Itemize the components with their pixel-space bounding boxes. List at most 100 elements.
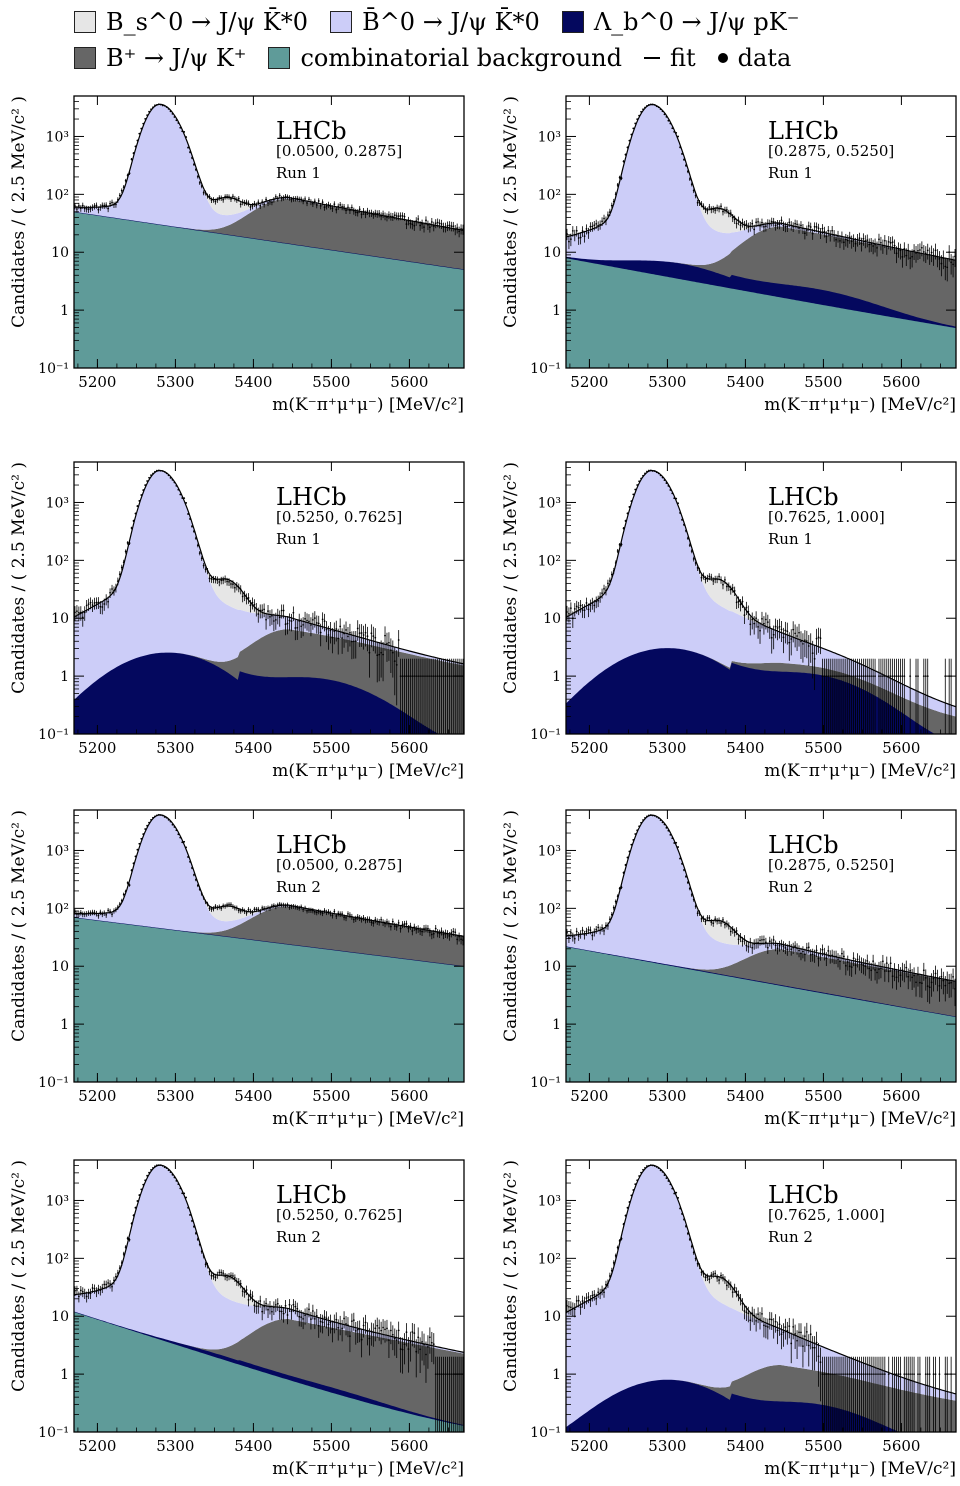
data-point bbox=[134, 145, 137, 148]
data-point bbox=[677, 135, 680, 138]
data-point bbox=[232, 905, 234, 908]
data-point bbox=[809, 953, 812, 956]
x-axis-label: m(K⁻π⁺μ⁺μ⁻) [MeV/c²] bbox=[272, 1459, 464, 1479]
data-point bbox=[702, 574, 705, 577]
data-point bbox=[614, 1255, 617, 1257]
data-point bbox=[675, 1191, 678, 1194]
data-point bbox=[856, 675, 859, 678]
data-point bbox=[685, 529, 687, 532]
data-point bbox=[296, 906, 299, 909]
data-point bbox=[83, 913, 86, 916]
legend: B_s^0 → J/ψ K̄*0 B̄^0 → J/ψ K̄*0 Λ_b^0 → J… bbox=[0, 0, 960, 84]
data-point bbox=[142, 833, 145, 835]
run-label: Run 1 bbox=[768, 164, 813, 182]
data-point bbox=[202, 896, 205, 899]
data-point bbox=[741, 221, 744, 224]
data-point bbox=[651, 1164, 654, 1167]
data-point bbox=[858, 961, 861, 963]
data-point bbox=[823, 230, 826, 233]
run-label: Run 2 bbox=[768, 1228, 813, 1246]
data-point bbox=[679, 1207, 681, 1210]
data-point bbox=[587, 1296, 590, 1298]
data-point bbox=[354, 917, 357, 920]
data-point bbox=[881, 244, 884, 247]
data-point bbox=[175, 484, 178, 487]
data-point bbox=[128, 1238, 131, 1241]
data-point bbox=[603, 587, 605, 590]
data-point bbox=[294, 627, 297, 629]
data-point bbox=[889, 241, 892, 244]
data-point bbox=[214, 578, 217, 581]
data-point bbox=[128, 884, 131, 886]
data-point bbox=[671, 492, 674, 495]
data-point bbox=[157, 813, 160, 816]
data-point bbox=[191, 525, 193, 528]
data-point bbox=[157, 1164, 160, 1167]
data-point bbox=[200, 185, 203, 187]
data-point bbox=[612, 1262, 615, 1264]
data-point bbox=[296, 1307, 299, 1310]
experiment-label: LHCb bbox=[276, 117, 347, 145]
data-point bbox=[438, 1373, 441, 1376]
data-point bbox=[224, 577, 227, 580]
data-point bbox=[642, 108, 644, 111]
data-point bbox=[378, 653, 381, 656]
y-tick-label: 1 bbox=[60, 669, 69, 685]
data-point bbox=[665, 482, 668, 484]
data-point bbox=[103, 1283, 106, 1286]
data-point bbox=[403, 215, 406, 218]
data-point bbox=[659, 819, 662, 822]
data-point bbox=[698, 1265, 701, 1267]
combinatorial-area bbox=[566, 946, 956, 1082]
data-point bbox=[876, 246, 878, 249]
data-point bbox=[708, 575, 711, 578]
data-point bbox=[167, 1169, 170, 1172]
data-point bbox=[85, 912, 88, 915]
data-point bbox=[193, 163, 195, 166]
data-point bbox=[138, 132, 141, 135]
data-point bbox=[222, 1272, 225, 1275]
data-point bbox=[148, 110, 150, 113]
data-point bbox=[356, 211, 359, 214]
data-point bbox=[757, 625, 759, 628]
data-point bbox=[842, 241, 845, 244]
data-point bbox=[821, 1373, 824, 1376]
data-point bbox=[663, 113, 666, 116]
data-point bbox=[111, 588, 113, 590]
data-point bbox=[950, 261, 953, 264]
data-point bbox=[436, 221, 439, 224]
data-point bbox=[644, 817, 646, 819]
data-point bbox=[393, 214, 396, 217]
data-point bbox=[813, 225, 816, 228]
data-point bbox=[870, 243, 873, 245]
data-point bbox=[161, 470, 164, 472]
data-point bbox=[817, 1355, 820, 1358]
data-point bbox=[790, 948, 793, 951]
data-point bbox=[608, 580, 611, 582]
data-point bbox=[138, 1194, 141, 1196]
data-point bbox=[109, 202, 111, 205]
data-point bbox=[887, 675, 890, 678]
data-point bbox=[644, 472, 646, 475]
data-point bbox=[228, 903, 230, 906]
data-point bbox=[118, 573, 121, 576]
data-point bbox=[230, 198, 232, 200]
data-point bbox=[386, 642, 388, 645]
data-point bbox=[944, 984, 947, 987]
data-point bbox=[333, 1321, 336, 1324]
data-point bbox=[321, 1321, 324, 1324]
data-point bbox=[679, 857, 681, 860]
data-point bbox=[811, 652, 814, 655]
y-tick-label: 10² bbox=[538, 187, 561, 203]
data-point bbox=[597, 1291, 600, 1294]
experiment-label: LHCb bbox=[276, 1181, 347, 1209]
data-point bbox=[946, 979, 949, 982]
data-point bbox=[440, 1373, 443, 1376]
data-point bbox=[157, 469, 160, 472]
data-point bbox=[442, 226, 445, 228]
bd-area bbox=[74, 104, 464, 231]
data-point bbox=[829, 955, 832, 958]
data-point bbox=[99, 605, 102, 608]
data-point bbox=[794, 632, 797, 635]
data-point bbox=[897, 247, 900, 250]
